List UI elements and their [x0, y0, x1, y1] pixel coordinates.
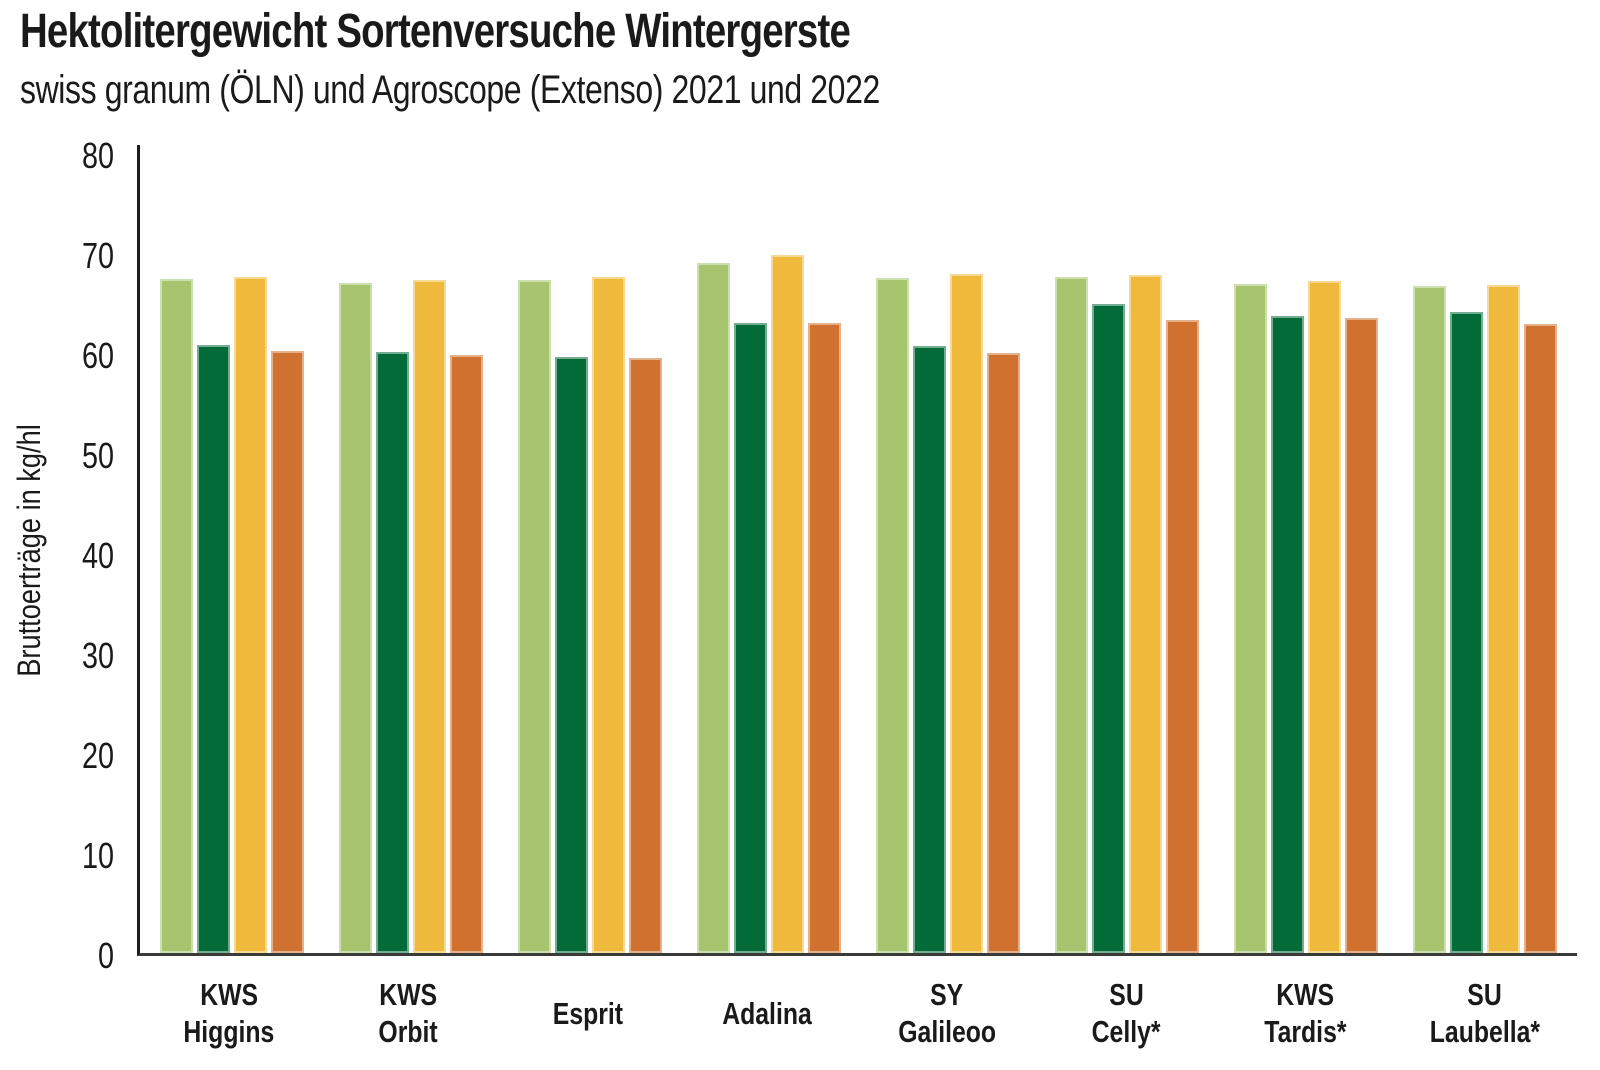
- orange-bar: [1166, 320, 1199, 953]
- y-tick-label: 0: [97, 935, 114, 976]
- y-tick-label: 70: [81, 235, 114, 276]
- bar-group: [1413, 145, 1557, 953]
- yellow-bar: [1129, 275, 1162, 953]
- bar-group: [1055, 145, 1199, 953]
- yellow-bar: [413, 280, 446, 953]
- x-axis-category-label: Esprit: [516, 958, 660, 1068]
- dark-green-bar: [1450, 312, 1483, 953]
- x-axis-category-label: SU Laubella*: [1413, 958, 1557, 1068]
- orange-bar: [1345, 318, 1378, 953]
- dark-green-bar: [376, 352, 409, 953]
- x-axis-category-label: SY Galileoo: [875, 958, 1019, 1068]
- bar-group: [1234, 145, 1378, 953]
- bar-group: [697, 145, 841, 953]
- dark-green-bar: [734, 323, 767, 953]
- dark-green-bar: [555, 357, 588, 953]
- orange-bar: [629, 358, 662, 953]
- x-axis-category-label-line: SU: [1108, 977, 1144, 1012]
- orange-bar: [808, 323, 841, 953]
- y-tick-label: 40: [81, 535, 114, 576]
- y-tick-label: 30: [81, 635, 114, 676]
- chart-subtitle: swiss granum (ÖLN) und Agroscope (Extens…: [20, 68, 880, 112]
- y-tick-label: 50: [81, 435, 114, 476]
- yellow-bar: [592, 277, 625, 953]
- light-green-bar: [339, 283, 372, 953]
- bar-group: [160, 145, 304, 953]
- light-green-bar: [876, 278, 909, 953]
- light-green-bar: [1413, 286, 1446, 953]
- chart-title: Hektolitergewicht Sortenversuche Winterg…: [20, 5, 851, 58]
- bar-group: [339, 145, 483, 953]
- x-axis-category-label: KWS Tardis*: [1234, 958, 1378, 1068]
- x-axis-category-label-line: KWS: [200, 977, 258, 1012]
- yellow-bar: [950, 274, 983, 953]
- light-green-bar: [518, 280, 551, 953]
- x-axis-category-label-line: SY: [930, 977, 964, 1012]
- bar-groups: [140, 145, 1577, 953]
- x-axis-category-label: Adalina: [695, 958, 839, 1068]
- x-axis-category-label-line: Higgins: [183, 1014, 275, 1049]
- x-axis-category-label-line: Esprit: [552, 995, 623, 1031]
- x-axis-labels: KWS Higgins KWS Orbit Esprit Adalina SY Galileo…: [137, 958, 1577, 1068]
- y-tick-label: 60: [81, 335, 114, 376]
- x-axis-category-label-line: Galileoo: [897, 1014, 996, 1049]
- orange-bar: [450, 355, 483, 953]
- y-tick-label: 10: [81, 835, 114, 876]
- x-axis-category-label: SU Celly*: [1054, 958, 1198, 1068]
- y-tick-label: 20: [81, 735, 114, 776]
- dark-green-bar: [913, 346, 946, 953]
- orange-bar: [987, 353, 1020, 953]
- yellow-bar: [1487, 285, 1520, 953]
- orange-bar: [271, 351, 304, 953]
- orange-bar: [1524, 324, 1557, 953]
- x-axis-category-label-line: Laubella*: [1429, 1014, 1541, 1049]
- light-green-bar: [160, 279, 193, 953]
- x-axis-category-label-line: SU: [1467, 977, 1503, 1012]
- yellow-bar: [1308, 281, 1341, 953]
- dark-green-bar: [1092, 304, 1125, 953]
- x-axis-category-label-line: KWS: [379, 977, 438, 1012]
- x-axis-category-label: KWS Higgins: [157, 958, 301, 1068]
- bar-group: [518, 145, 662, 953]
- yellow-bar: [771, 255, 804, 953]
- plot-area: [137, 145, 1577, 956]
- x-axis-category-label-line: Tardis*: [1264, 1014, 1347, 1049]
- y-axis-tick-labels: 0 10 20 30 40 50 60 70 80: [0, 138, 114, 974]
- x-axis-category-label-line: Orbit: [378, 1014, 439, 1049]
- dark-green-bar: [1271, 316, 1304, 953]
- light-green-bar: [697, 263, 730, 953]
- dark-green-bar: [197, 345, 230, 953]
- yellow-bar: [234, 277, 267, 953]
- x-axis-category-label-line: KWS: [1276, 977, 1335, 1012]
- y-tick-label: 80: [81, 135, 114, 176]
- x-axis-category-label: KWS Orbit: [336, 958, 480, 1068]
- bar-group: [876, 145, 1020, 953]
- x-axis-category-label-line: Adalina: [722, 995, 813, 1031]
- x-axis-category-label-line: Celly*: [1091, 1014, 1161, 1049]
- light-green-bar: [1234, 284, 1267, 953]
- light-green-bar: [1055, 277, 1088, 953]
